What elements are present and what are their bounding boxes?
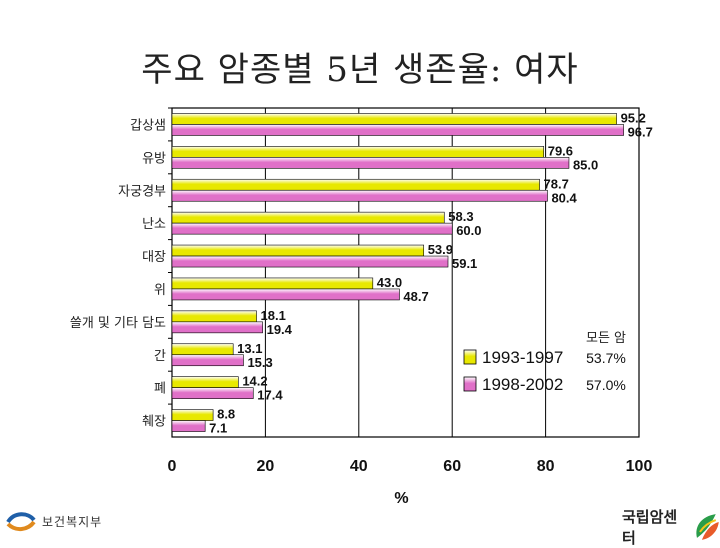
- legend-label: 1998-2002: [482, 375, 563, 394]
- bar: [171, 343, 234, 356]
- bar-value-label: 60.0: [456, 223, 481, 238]
- bar: [171, 354, 244, 367]
- bar-value-label: 17.4: [257, 388, 283, 403]
- bar: [171, 113, 617, 125]
- bar-value-label: 48.7: [403, 289, 428, 304]
- bar: [171, 277, 374, 290]
- all-cancer-value: 53.7%: [586, 350, 626, 366]
- bar: [171, 222, 453, 235]
- bar-value-label: 13.1: [237, 341, 262, 356]
- legend-swatch: [463, 376, 477, 392]
- category-label: 대장: [142, 250, 166, 265]
- bar-value-label: 14.2: [242, 374, 267, 389]
- bar: [171, 310, 257, 323]
- ministry-emblem-icon: [6, 512, 36, 531]
- all-cancer-title: 모든 암: [586, 331, 626, 346]
- category-label: 유방: [142, 151, 166, 166]
- chart-title: 주요 암종별 5년 생존율: 여자: [141, 50, 579, 90]
- bar: [171, 288, 400, 301]
- x-tick-label: 0: [168, 458, 177, 475]
- bar-value-label: 53.9: [428, 242, 453, 257]
- ministry-logo: 보건복지부: [6, 510, 102, 532]
- plot-area: 0 20 40 60 80 100 갑상샘 95.296.7 유방 79.685.0 자궁경부 78.…: [70, 107, 653, 507]
- bar-value-label: 85.0: [573, 157, 598, 172]
- x-tick-label: 80: [537, 458, 555, 475]
- bar: [171, 409, 214, 421]
- bar: [171, 420, 206, 432]
- bar: [171, 211, 445, 224]
- ministry-name: 보건복지부: [42, 514, 103, 529]
- bar-value-label: 15.3: [247, 355, 272, 370]
- bar-value-label: 43.0: [377, 275, 402, 290]
- bar-value-label: 96.7: [628, 124, 653, 139]
- category-label: 난소: [142, 217, 166, 232]
- category-label: 췌장: [142, 415, 166, 430]
- bar: [171, 255, 449, 268]
- bar-value-label: 19.4: [267, 322, 293, 337]
- bar: [171, 244, 425, 257]
- bar: [171, 376, 239, 388]
- category-label: 자궁경부: [118, 184, 166, 199]
- cancer-center-emblem-icon: [696, 514, 720, 540]
- bar-value-label: 80.4: [551, 190, 577, 205]
- bar: [171, 124, 624, 136]
- bar-value-label: 79.6: [548, 143, 573, 158]
- category-label: 위: [154, 283, 166, 298]
- bar-value-label: 7.1: [209, 421, 227, 436]
- cancer-center-logo: 국립암센터: [622, 506, 720, 548]
- all-cancer-value: 57.0%: [586, 377, 626, 393]
- bar: [171, 189, 548, 202]
- category-label: 간: [154, 349, 166, 364]
- x-tick-label: 40: [350, 458, 368, 475]
- bar-value-label: 78.7: [544, 176, 569, 191]
- bar: [171, 321, 263, 334]
- bar-value-label: 59.1: [452, 256, 477, 271]
- category-label: 쓸개 및 기타 담도: [70, 316, 166, 331]
- x-tick-label: 20: [257, 458, 275, 475]
- bar-value-label: 95.2: [621, 110, 646, 125]
- x-tick-label: 100: [626, 458, 653, 475]
- bar-value-label: 58.3: [448, 209, 473, 224]
- bar-value-label: 18.1: [261, 308, 286, 323]
- legend-swatch: [463, 349, 477, 365]
- bar: [171, 178, 540, 191]
- x-axis-label: %: [394, 490, 408, 507]
- category-label: 폐: [154, 382, 166, 397]
- bar: [171, 146, 545, 158]
- legend-label: 1993-1997: [482, 348, 563, 367]
- cancer-center-name: 국립암센터: [622, 508, 678, 547]
- bar: [171, 157, 570, 169]
- x-tick-label: 60: [443, 458, 461, 475]
- category-label: 갑상샘: [130, 118, 166, 133]
- bar: [171, 387, 254, 399]
- bar-value-label: 8.8: [217, 407, 235, 422]
